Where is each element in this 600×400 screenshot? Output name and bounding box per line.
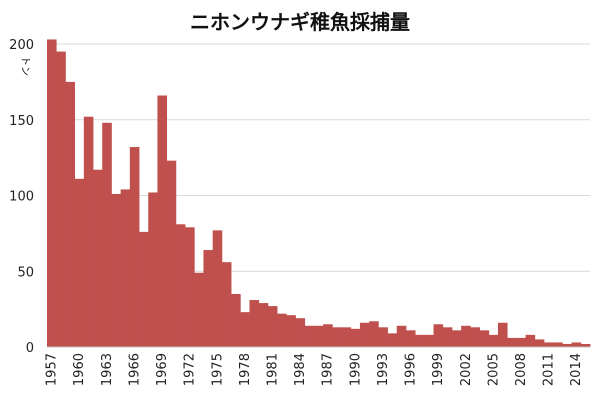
x-axis-ticks: 1957 1960 1963 1966 1969 1972 1975 1978 1981 1984… bbox=[45, 353, 585, 386]
bar-2012 bbox=[553, 342, 563, 347]
bar-2014 bbox=[571, 342, 582, 347]
bar-2006 bbox=[497, 322, 508, 347]
bar-1979 bbox=[249, 300, 260, 347]
bar-1969 bbox=[157, 95, 168, 347]
x-tick-label: 1999 bbox=[431, 353, 446, 386]
bar-1993 bbox=[378, 327, 388, 347]
bar-1961 bbox=[83, 116, 94, 347]
bar-1998 bbox=[424, 334, 434, 347]
bar-1994 bbox=[387, 333, 398, 347]
x-tick-label: 1993 bbox=[376, 353, 391, 386]
bar-1976 bbox=[221, 262, 232, 347]
chart-title: ニホンウナギ稚魚採捕量 bbox=[190, 10, 410, 34]
x-tick-label: 1978 bbox=[238, 353, 253, 386]
y-axis-ticks: 0 50 100 150 200 bbox=[9, 38, 34, 356]
bar-1986 bbox=[313, 325, 324, 347]
bar-1972 bbox=[185, 227, 195, 347]
bar-1991 bbox=[359, 322, 370, 347]
bar-2010 bbox=[534, 339, 545, 347]
bar-1975 bbox=[212, 230, 223, 347]
bar-1989 bbox=[341, 327, 352, 347]
y-tick-label: 50 bbox=[17, 265, 34, 280]
bar-1959 bbox=[65, 81, 76, 348]
x-tick-label: 2005 bbox=[486, 353, 501, 386]
bar-1977 bbox=[231, 293, 241, 347]
bar-1999 bbox=[433, 324, 444, 347]
bar-2011 bbox=[543, 342, 554, 347]
y-tick-label: 150 bbox=[9, 114, 34, 129]
x-tick-label: 1987 bbox=[321, 353, 336, 386]
bar-1988 bbox=[332, 327, 342, 347]
bar-1980 bbox=[258, 303, 269, 347]
bar-2004 bbox=[479, 330, 490, 347]
bar-1982 bbox=[277, 313, 287, 347]
x-tick-label: 1981 bbox=[265, 353, 280, 386]
bar-2009 bbox=[525, 334, 536, 347]
x-tick-label: 1966 bbox=[127, 353, 142, 386]
bar-1973 bbox=[194, 272, 204, 347]
bar-1960 bbox=[74, 178, 85, 347]
x-tick-label: 1984 bbox=[293, 353, 308, 386]
bars bbox=[47, 39, 591, 348]
x-tick-label: 2011 bbox=[542, 353, 557, 386]
bar-2005 bbox=[488, 334, 499, 347]
bar-1967 bbox=[139, 231, 149, 347]
bar-1974 bbox=[203, 250, 214, 347]
bar-1963 bbox=[102, 122, 112, 347]
bar-1984 bbox=[295, 318, 306, 347]
bar-2013 bbox=[562, 343, 572, 347]
x-tick-label: 1960 bbox=[72, 353, 87, 386]
bar-2001 bbox=[451, 330, 462, 347]
x-tick-label: 1975 bbox=[210, 353, 225, 386]
bar-1995 bbox=[396, 325, 407, 347]
y-tick-label: 100 bbox=[9, 190, 34, 205]
bar-1978 bbox=[240, 312, 250, 347]
bar-1970 bbox=[166, 160, 177, 347]
bar-1987 bbox=[323, 324, 333, 347]
bar-2015 bbox=[580, 343, 591, 347]
x-tick-label: 1963 bbox=[100, 353, 115, 386]
x-tick-label: 1957 bbox=[45, 353, 60, 386]
bar-1997 bbox=[415, 334, 425, 347]
bar-1968 bbox=[148, 192, 158, 347]
bar-1983 bbox=[286, 315, 296, 347]
bar-1992 bbox=[369, 321, 379, 347]
bar-2008 bbox=[516, 337, 526, 347]
x-tick-label: 2008 bbox=[514, 353, 529, 386]
bar-1965 bbox=[120, 189, 131, 347]
bar-1990 bbox=[350, 328, 361, 347]
y-tick-label: 0 bbox=[26, 341, 34, 356]
x-tick-label: 1990 bbox=[348, 353, 363, 386]
y-axis-unit-label: トン bbox=[19, 56, 30, 76]
bar-1996 bbox=[405, 330, 416, 347]
bar-2000 bbox=[442, 327, 453, 347]
x-tick-label: 1972 bbox=[183, 353, 198, 386]
bar-2003 bbox=[470, 327, 480, 347]
bar-1957 bbox=[47, 39, 57, 348]
bar-1985 bbox=[304, 325, 315, 347]
x-tick-label: 2014 bbox=[569, 353, 584, 386]
bar-2002 bbox=[461, 325, 471, 347]
bar-1962 bbox=[93, 169, 103, 347]
x-tick-label: 2002 bbox=[459, 353, 474, 386]
bar-1964 bbox=[111, 193, 122, 347]
x-tick-label: 1996 bbox=[404, 353, 419, 386]
y-tick-label: 200 bbox=[9, 38, 34, 53]
bar-1971 bbox=[175, 224, 186, 347]
bar-1966 bbox=[129, 147, 140, 347]
bar-1958 bbox=[56, 51, 66, 347]
x-tick-label: 1969 bbox=[155, 353, 170, 386]
bar-2007 bbox=[507, 337, 517, 347]
bar-1981 bbox=[267, 306, 278, 347]
